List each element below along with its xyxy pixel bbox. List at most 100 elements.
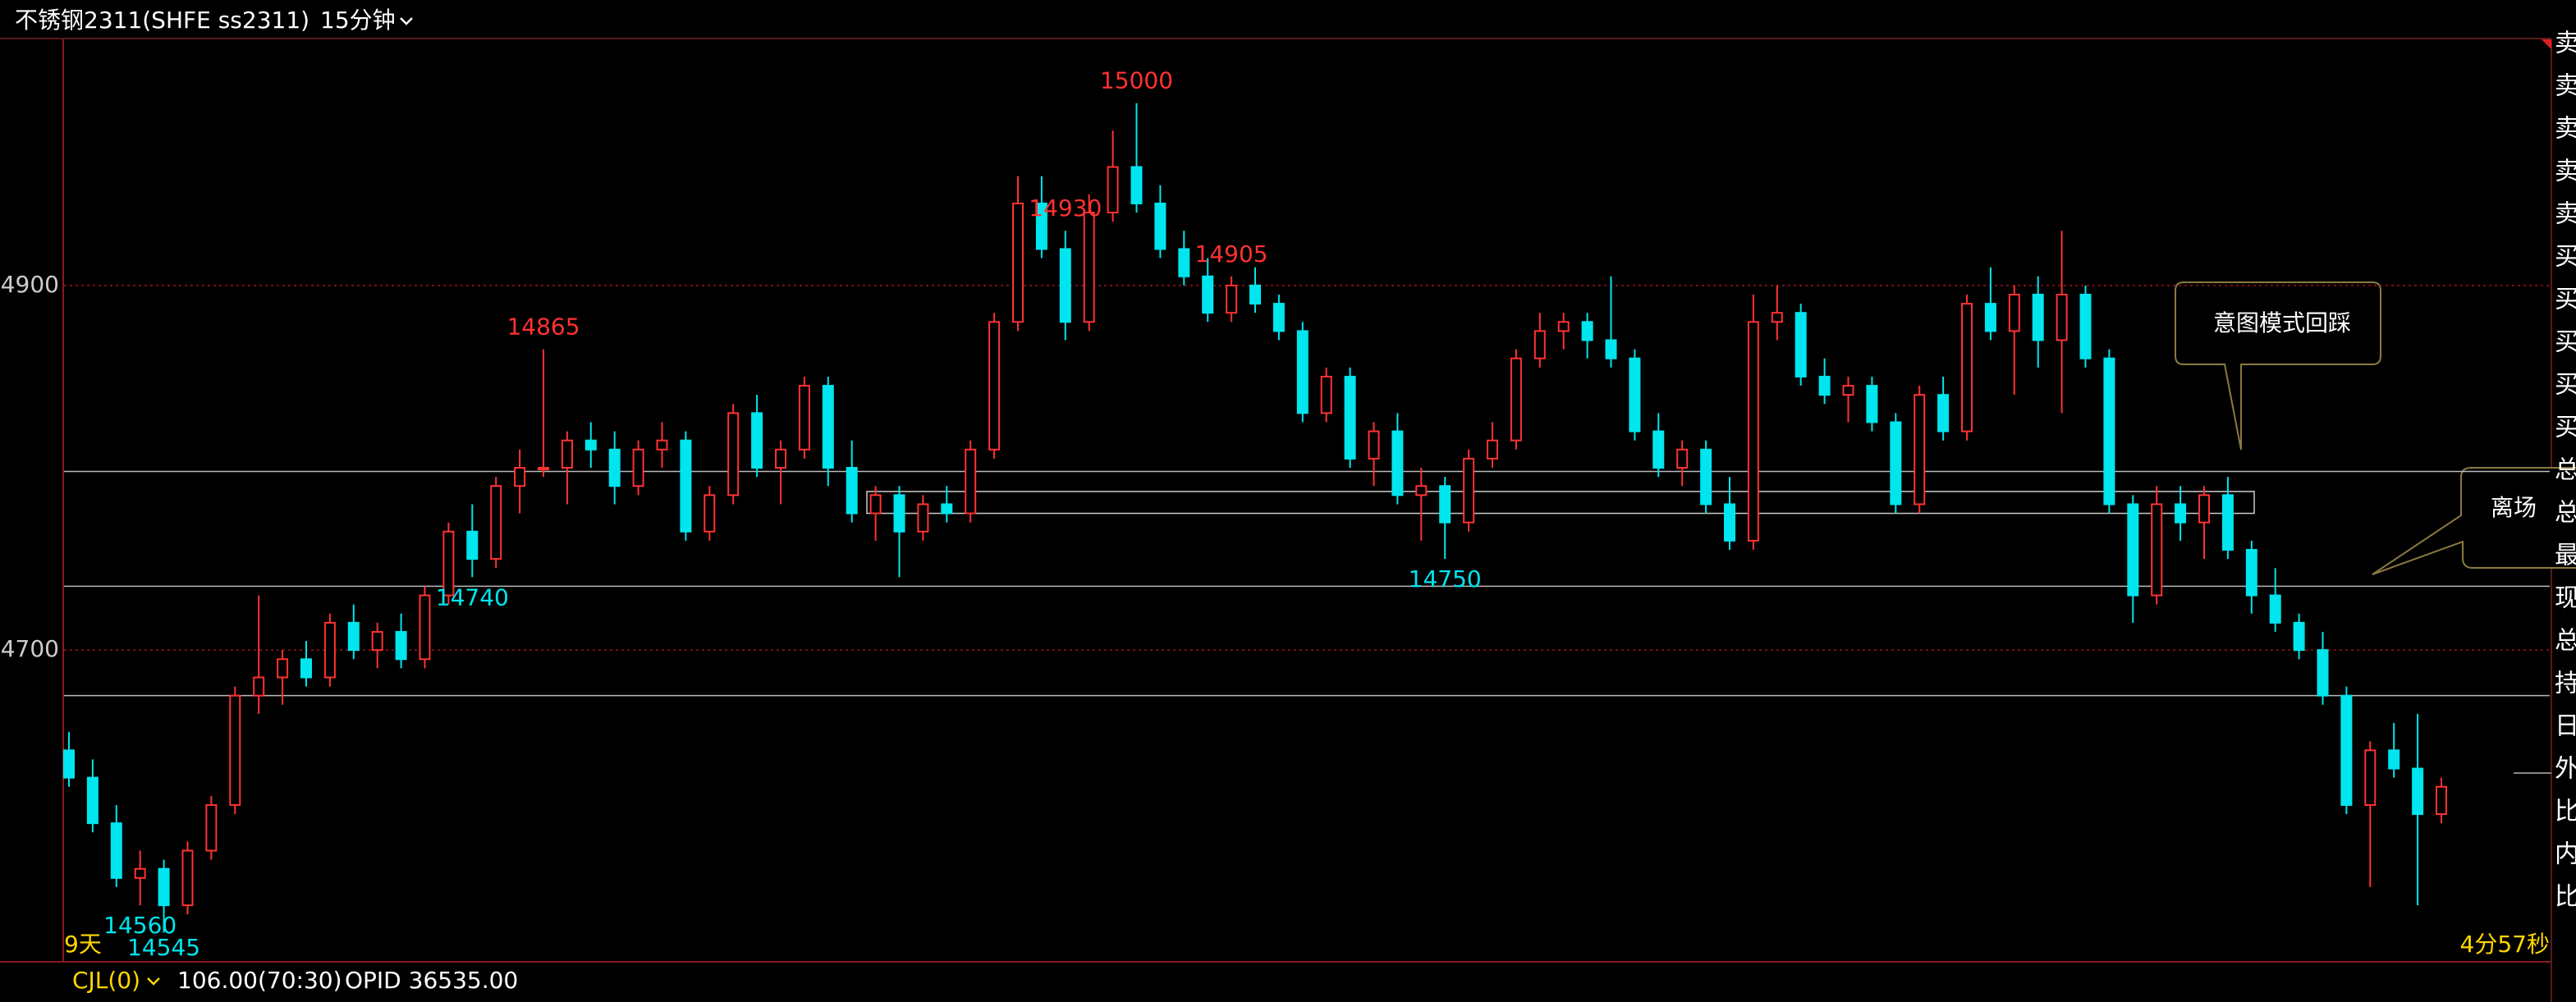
candle-body bbox=[229, 694, 241, 806]
candle-body bbox=[2436, 785, 2447, 816]
days-label: 9天 bbox=[64, 931, 102, 958]
candle-body bbox=[2340, 694, 2353, 806]
candle-body bbox=[466, 530, 479, 560]
indicator-name[interactable]: CJL(0) bbox=[72, 967, 140, 994]
candle-body bbox=[1296, 330, 1309, 414]
candle-body bbox=[442, 530, 455, 597]
candle-body bbox=[1724, 503, 1735, 542]
candle-body bbox=[2198, 494, 2210, 524]
side-label: 总 bbox=[2555, 456, 2576, 485]
indicator-opid: OPID 36535.00 bbox=[345, 967, 518, 994]
candle-body bbox=[1914, 394, 1926, 506]
indicator-chevron[interactable] bbox=[147, 977, 160, 986]
candle-body bbox=[2175, 503, 2187, 524]
candle-body bbox=[347, 621, 360, 652]
side-label: 买 bbox=[2555, 328, 2576, 357]
candle-body bbox=[2221, 494, 2234, 551]
candle-body bbox=[134, 867, 146, 879]
y-tick-label: 14700 bbox=[0, 635, 59, 662]
candle-body bbox=[1178, 248, 1190, 277]
candle-body bbox=[869, 494, 882, 515]
candle-body bbox=[1130, 166, 1143, 204]
candle-body bbox=[1557, 321, 1570, 332]
candle-body bbox=[2008, 293, 2020, 332]
period-selector[interactable]: 15分钟 bbox=[320, 7, 396, 34]
candle-body bbox=[941, 503, 953, 515]
y-tick-label: 14900 bbox=[0, 271, 59, 298]
candle-body bbox=[86, 776, 99, 825]
candle-body bbox=[1794, 312, 1807, 377]
candle-body bbox=[1676, 448, 1689, 469]
side-label: 总 bbox=[2555, 499, 2576, 528]
candle-body bbox=[822, 385, 834, 469]
candle-body bbox=[1487, 439, 1498, 460]
candle-body bbox=[2056, 293, 2068, 341]
candle-body bbox=[2127, 503, 2139, 597]
candle-body bbox=[1629, 357, 1641, 432]
candle-body bbox=[395, 630, 407, 661]
side-label: 比 bbox=[2555, 798, 2576, 826]
candle-body bbox=[1226, 284, 1238, 314]
candle-body bbox=[110, 822, 122, 879]
candle-body bbox=[2293, 621, 2305, 652]
candle-body bbox=[965, 448, 977, 515]
candle-body bbox=[584, 439, 597, 451]
candle-body bbox=[1605, 339, 1617, 359]
corner-marker bbox=[2542, 39, 2551, 49]
candle-body bbox=[1747, 321, 1759, 542]
candle-body bbox=[2412, 767, 2424, 816]
candle-body bbox=[419, 594, 431, 661]
candle-body bbox=[323, 621, 336, 679]
candle-body bbox=[561, 439, 573, 469]
candle-body bbox=[277, 658, 289, 679]
side-label: 内 bbox=[2555, 840, 2576, 869]
candle-body bbox=[1344, 375, 1356, 460]
candle-body bbox=[1439, 485, 1451, 524]
candle-body bbox=[656, 439, 668, 451]
candle-body bbox=[1818, 375, 1831, 396]
candle-body bbox=[1961, 303, 1973, 432]
candle-body bbox=[1059, 248, 1071, 323]
candle-body bbox=[1083, 212, 1095, 323]
candle-body bbox=[1652, 430, 1665, 469]
candle-body bbox=[893, 494, 905, 533]
side-label: 持 bbox=[2555, 670, 2576, 698]
side-label: 买 bbox=[2555, 371, 2576, 400]
candle-body bbox=[181, 849, 194, 907]
candle-body bbox=[1984, 303, 1996, 332]
low-label: 14560 bbox=[103, 912, 176, 939]
candle-body bbox=[2032, 293, 2044, 341]
callout-text: 意图模式回踩 bbox=[2213, 309, 2351, 336]
candle-body bbox=[1890, 421, 1902, 506]
candle-body bbox=[2103, 357, 2115, 506]
candle-body bbox=[1154, 202, 1167, 250]
candle-body bbox=[2317, 649, 2329, 697]
candle-body bbox=[727, 412, 740, 496]
candle-body bbox=[1415, 485, 1428, 496]
candle-body bbox=[1533, 330, 1546, 359]
candle-body bbox=[1771, 312, 1783, 323]
candle-body bbox=[798, 385, 810, 451]
side-label: 卖 bbox=[2555, 158, 2576, 186]
candle-body bbox=[158, 867, 170, 907]
side-label: 总 bbox=[2555, 627, 2576, 656]
candle-body bbox=[2269, 594, 2281, 624]
candle-body bbox=[1581, 321, 1593, 341]
period-chevron[interactable] bbox=[400, 17, 413, 25]
candle-body bbox=[490, 485, 502, 560]
candle-body bbox=[538, 467, 549, 471]
side-label: 买 bbox=[2555, 414, 2576, 442]
candle-body bbox=[1035, 202, 1047, 250]
candle-body bbox=[1107, 166, 1119, 214]
candle-body bbox=[2245, 548, 2257, 597]
side-label: 卖 bbox=[2555, 115, 2576, 144]
candle-body bbox=[988, 321, 1001, 451]
candle-body bbox=[1700, 448, 1712, 506]
side-label: 卖 bbox=[2555, 72, 2576, 101]
side-label: 日 bbox=[2555, 712, 2576, 741]
low-label: 14750 bbox=[1409, 565, 1482, 593]
side-label: 最 bbox=[2555, 542, 2576, 570]
